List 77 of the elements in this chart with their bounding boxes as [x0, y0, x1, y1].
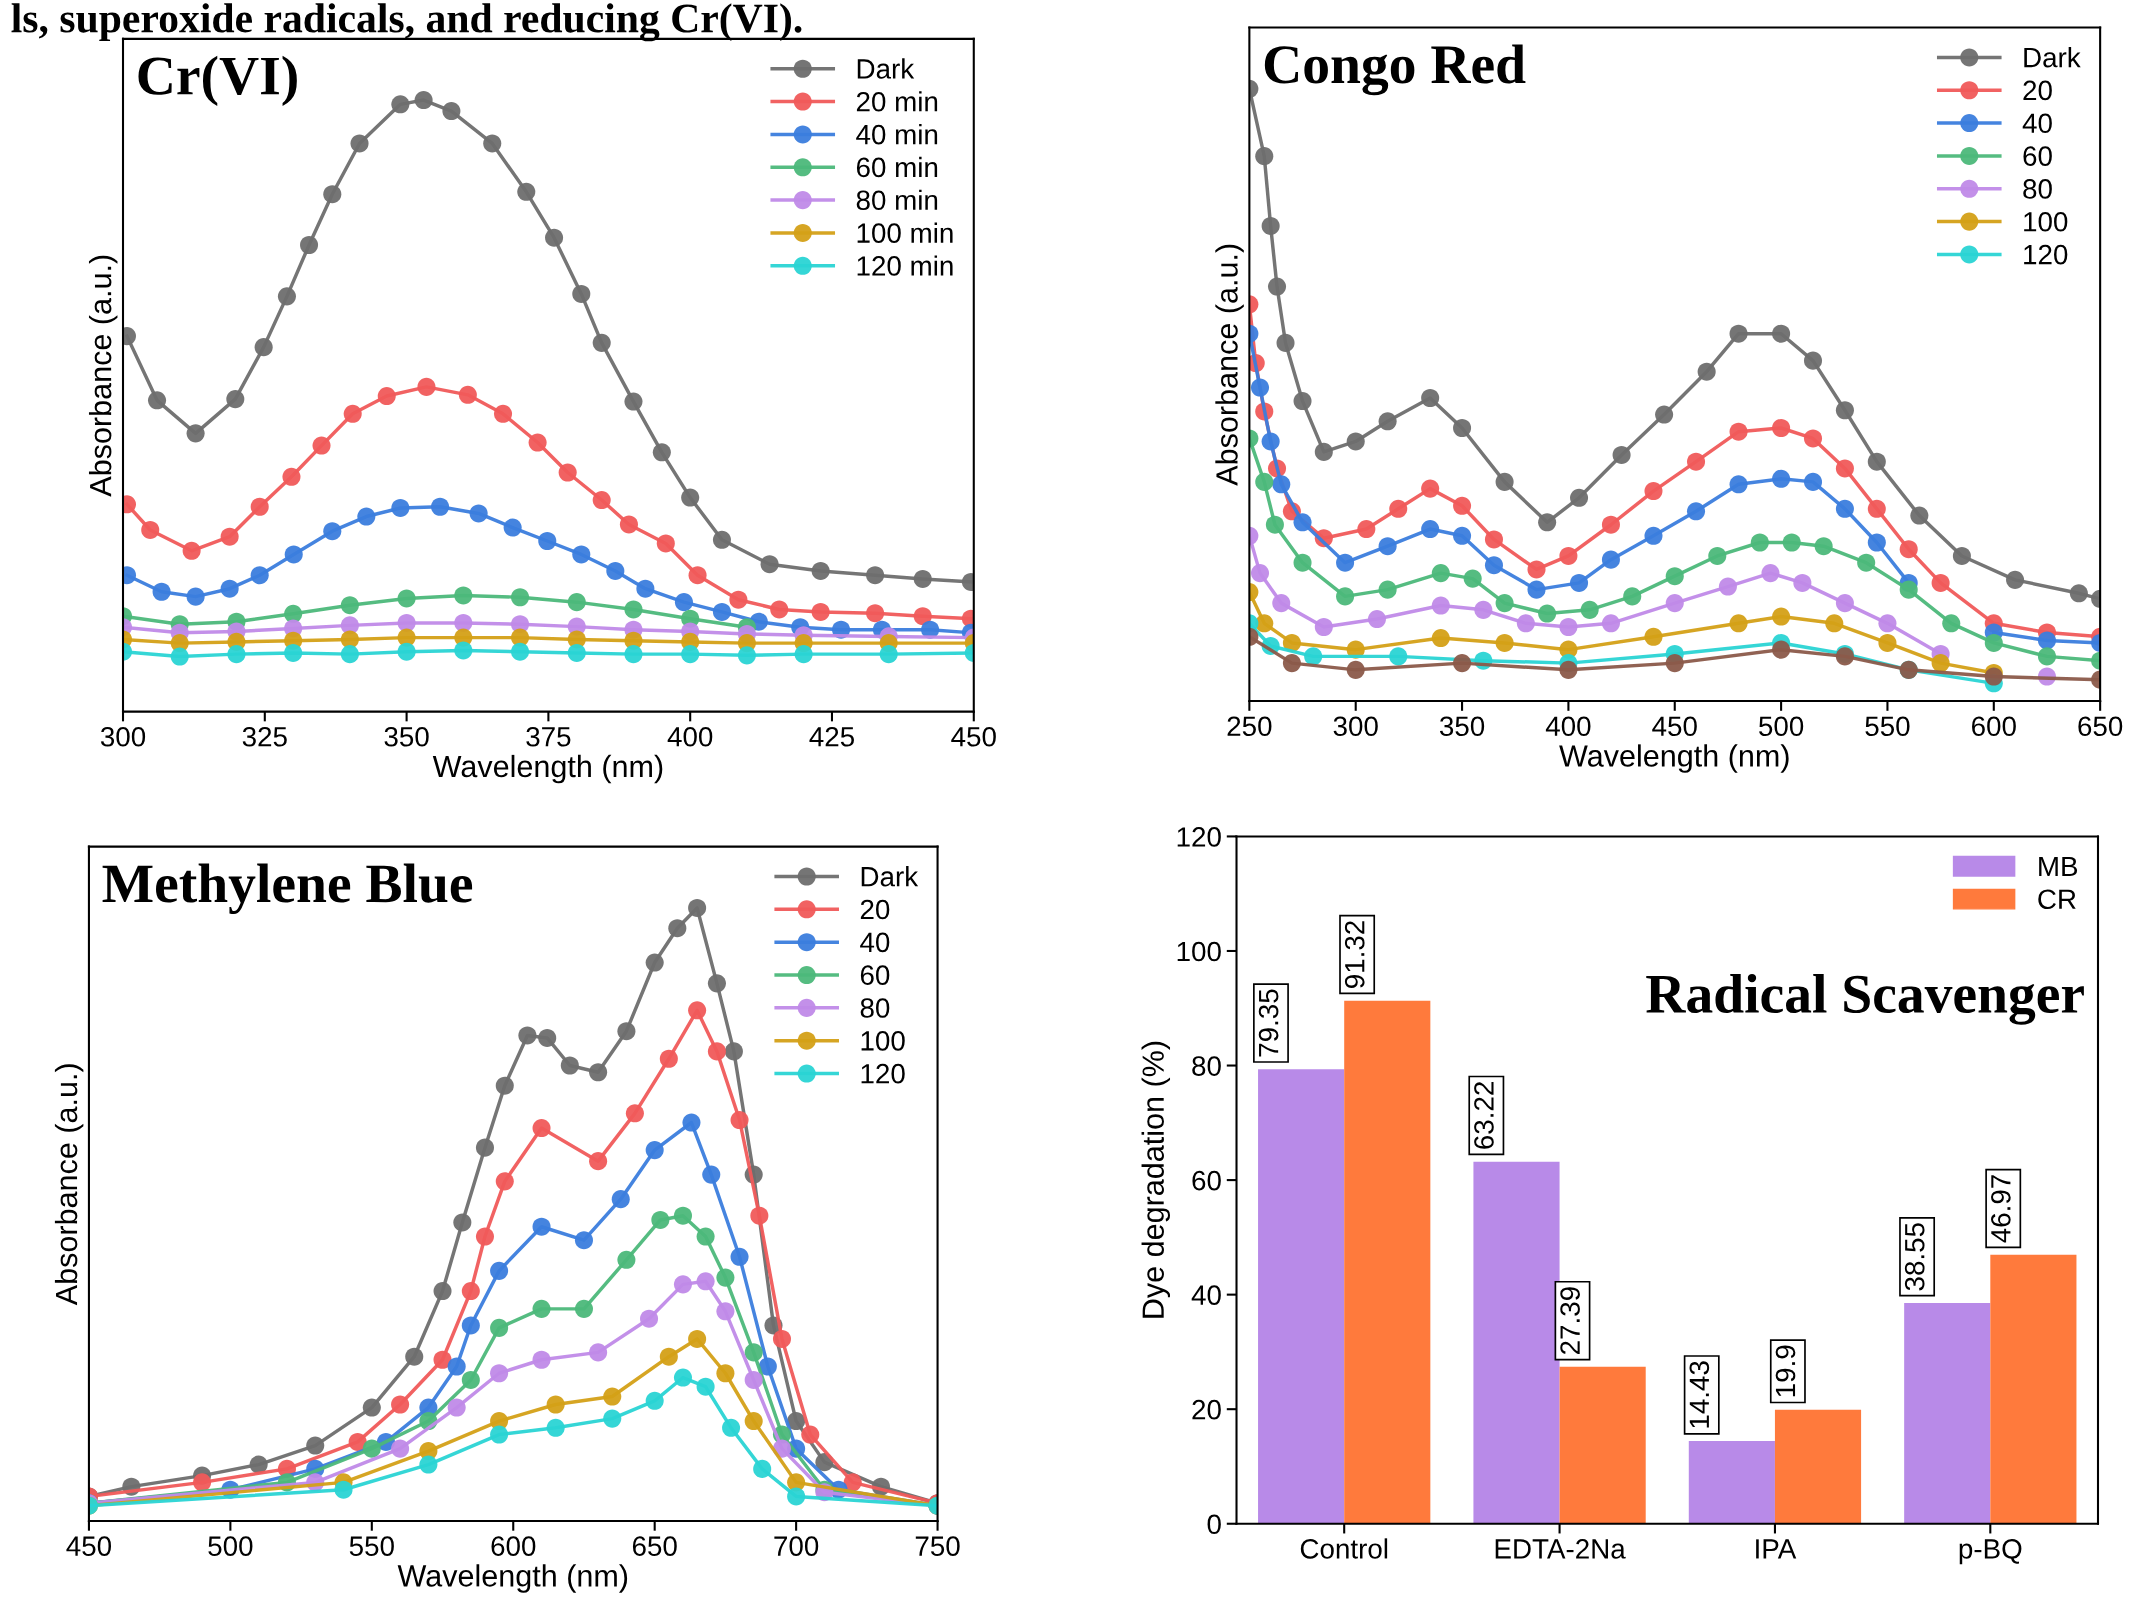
chart-title: Congo Red [1264, 44, 1526, 96]
x-tick-label: 425 [809, 726, 854, 747]
x-tick-label: 350 [384, 726, 429, 747]
x-tick-label: 300 [1333, 716, 1378, 737]
y-tick-label: 40 [1191, 1285, 1221, 1305]
legend-label: 100 [861, 1031, 905, 1051]
legend-label: 60 min [856, 156, 938, 178]
legend-label: MB [2039, 856, 2078, 877]
y-tick-label: 60 [1192, 1170, 1221, 1191]
x-tick-label: 600 [1972, 716, 2016, 737]
y-tick-label: 80 [1192, 1056, 1221, 1076]
x-axis-title: Wavelength (nm) [432, 754, 663, 784]
legend-label: 20 min [856, 91, 938, 112]
x-tick-label: 750 [915, 1536, 960, 1556]
y-tick-label: 20 [1192, 1399, 1221, 1420]
data-label: 38.55 [1904, 1223, 1925, 1291]
y-tick-label: 100 [1177, 941, 1221, 962]
data-label: 19.9 [1775, 1345, 1796, 1397]
legend-label: 120 [2024, 244, 2068, 265]
legend-label: 100 [2024, 211, 2068, 232]
x-tick-label: 350 [1439, 716, 1485, 737]
legend-label: 60 [2023, 146, 2052, 166]
y-tick-label: 120 [1177, 827, 1221, 847]
x-tick-label: EDTA-2Na [1495, 1539, 1626, 1559]
x-axis-title: Wavelength (nm) [1559, 744, 1789, 773]
x-tick-label: 400 [1545, 716, 1591, 737]
legend-label: 40 min [856, 124, 938, 145]
legend-label: 20 [860, 899, 890, 920]
data-label: 91.32 [1344, 921, 1365, 988]
legend-label: 120 [861, 1063, 905, 1084]
x-tick-label: Control [1300, 1538, 1388, 1559]
data-label: 46.97 [1991, 1175, 2011, 1243]
x-tick-label: 500 [1759, 716, 1804, 737]
legend-label: 80 [2023, 179, 2052, 199]
x-tick-label: 650 [2078, 716, 2123, 737]
x-tick-label: 600 [491, 1536, 536, 1556]
chart-title: Cr(VI) [138, 55, 297, 107]
x-axis-title: Wavelength (nm) [397, 1564, 628, 1593]
data-label: 79.35 [1258, 989, 1279, 1057]
legend-label: 120 min [857, 255, 953, 276]
x-tick-label: 700 [774, 1536, 819, 1556]
data-label: 14.43 [1689, 1361, 1710, 1428]
y-axis-title: Dye degradation (%) [1141, 1041, 1171, 1318]
legend-label: 20 [2023, 80, 2052, 101]
chart-title: Methylene Blue [102, 863, 473, 915]
data-label: 27.39 [1560, 1287, 1580, 1355]
y-axis-title: Absorbance (a.u.) [88, 255, 118, 497]
x-tick-label: 550 [1865, 716, 1910, 737]
legend-label: 40 [2022, 113, 2052, 134]
x-tick-label: 500 [208, 1536, 253, 1556]
data-label: 63.22 [1474, 1082, 1494, 1149]
x-tick-label: 325 [242, 726, 287, 747]
legend-label: 40 [860, 932, 890, 953]
x-tick-label: 400 [667, 726, 713, 747]
x-tick-label: 550 [349, 1536, 394, 1556]
legend-label: CR [2038, 889, 2076, 910]
legend-label: 100 min [857, 222, 953, 243]
x-tick-label: p-BQ [1959, 1539, 2022, 1565]
y-axis-title: Absorbance (a.u.) [54, 1064, 84, 1306]
x-tick-label: 450 [66, 1536, 112, 1556]
x-tick-label: 650 [632, 1536, 677, 1556]
x-tick-label: 450 [951, 726, 996, 747]
y-axis-title: Absorbance (a.u.) [1215, 244, 1244, 486]
legend-label: Dark [857, 58, 915, 79]
x-tick-label: IPA [1756, 1539, 1797, 1559]
legend-label: 80 [860, 998, 890, 1018]
x-tick-label: 450 [1652, 716, 1697, 737]
text: ls, superoxide radicals, and reducing Cr(VI). [11, 3, 802, 42]
legend-label: 60 [860, 965, 890, 986]
text: Radical Scavenger [1646, 973, 2084, 1025]
x-tick-label: 250 [1227, 716, 1272, 737]
legend-label: Dark [2024, 47, 2081, 68]
x-tick-label: 300 [100, 726, 146, 747]
legend-label: 80 min [856, 189, 938, 211]
y-tick-label: 0 [1207, 1514, 1221, 1535]
x-tick-label: 375 [526, 726, 571, 747]
legend-label: Dark [861, 866, 919, 887]
